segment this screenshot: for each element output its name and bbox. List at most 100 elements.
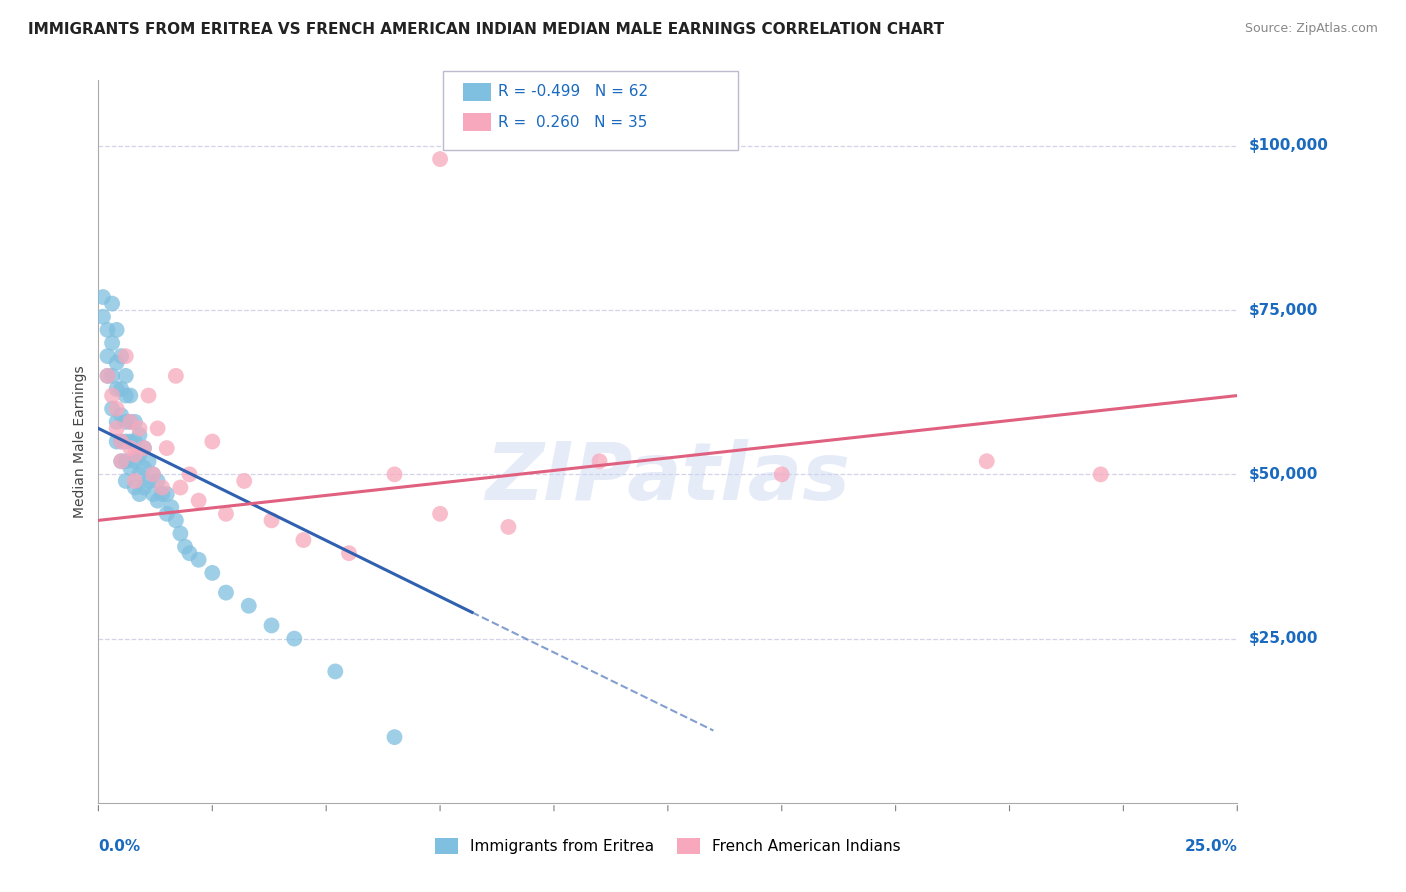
- Point: [105, 421, 128, 435]
- Text: ZIPatlas: ZIPatlas: [485, 439, 851, 516]
- Point: [105, 434, 128, 449]
- Point: [215, 585, 238, 599]
- Point: [179, 546, 201, 560]
- Point: [101, 388, 124, 402]
- Point: [124, 434, 146, 449]
- Point: [233, 474, 256, 488]
- Point: [160, 500, 183, 515]
- Point: [260, 618, 283, 632]
- Point: [96, 349, 118, 363]
- Point: [588, 454, 610, 468]
- Point: [337, 546, 360, 560]
- Point: [976, 454, 998, 468]
- Point: [1090, 467, 1112, 482]
- Point: [128, 487, 150, 501]
- Text: $75,000: $75,000: [1249, 302, 1317, 318]
- Point: [120, 415, 142, 429]
- Point: [283, 632, 305, 646]
- Point: [91, 310, 114, 324]
- Text: $50,000: $50,000: [1249, 467, 1317, 482]
- Point: [238, 599, 260, 613]
- Text: R =  0.260   N = 35: R = 0.260 N = 35: [498, 115, 647, 129]
- Point: [110, 454, 132, 468]
- Point: [114, 454, 136, 468]
- Point: [165, 368, 187, 383]
- Point: [179, 467, 201, 482]
- Point: [101, 336, 124, 351]
- Point: [101, 401, 124, 416]
- Point: [91, 290, 114, 304]
- Point: [132, 441, 155, 455]
- Point: [142, 487, 165, 501]
- Point: [384, 467, 406, 482]
- Point: [96, 368, 118, 383]
- Point: [292, 533, 315, 547]
- Text: $25,000: $25,000: [1249, 632, 1317, 646]
- Point: [174, 540, 197, 554]
- Point: [156, 507, 179, 521]
- Point: [150, 481, 173, 495]
- Point: [146, 474, 169, 488]
- Point: [429, 507, 451, 521]
- Point: [169, 481, 191, 495]
- Point: [770, 467, 793, 482]
- Legend: Immigrants from Eritrea, French American Indians: Immigrants from Eritrea, French American…: [429, 832, 907, 860]
- Point: [124, 415, 146, 429]
- Point: [105, 415, 128, 429]
- Point: [105, 356, 128, 370]
- Point: [124, 454, 146, 468]
- Point: [156, 441, 179, 455]
- Point: [132, 460, 155, 475]
- Point: [120, 460, 142, 475]
- Point: [114, 388, 136, 402]
- Point: [120, 388, 142, 402]
- Point: [114, 349, 136, 363]
- Point: [110, 454, 132, 468]
- Point: [156, 487, 179, 501]
- Text: Source: ZipAtlas.com: Source: ZipAtlas.com: [1244, 22, 1378, 36]
- Point: [201, 566, 224, 580]
- Text: $100,000: $100,000: [1249, 138, 1329, 153]
- Point: [114, 415, 136, 429]
- Point: [429, 152, 451, 166]
- Point: [128, 467, 150, 482]
- Point: [323, 665, 346, 679]
- Point: [142, 467, 165, 482]
- Point: [132, 481, 155, 495]
- Point: [498, 520, 520, 534]
- Point: [201, 434, 224, 449]
- Point: [114, 368, 136, 383]
- Point: [110, 409, 132, 423]
- Point: [124, 474, 146, 488]
- Point: [165, 513, 187, 527]
- Point: [105, 382, 128, 396]
- Point: [187, 493, 209, 508]
- Point: [138, 474, 160, 488]
- Y-axis label: Median Male Earnings: Median Male Earnings: [73, 365, 87, 518]
- Point: [105, 401, 128, 416]
- Point: [120, 434, 142, 449]
- Point: [128, 421, 150, 435]
- Text: 0.0%: 0.0%: [98, 838, 141, 854]
- Point: [124, 481, 146, 495]
- Point: [138, 388, 160, 402]
- Point: [105, 323, 128, 337]
- Point: [128, 448, 150, 462]
- Point: [96, 368, 118, 383]
- Point: [215, 507, 238, 521]
- Point: [150, 487, 173, 501]
- Point: [132, 441, 155, 455]
- Point: [384, 730, 406, 744]
- Point: [96, 323, 118, 337]
- Text: IMMIGRANTS FROM ERITREA VS FRENCH AMERICAN INDIAN MEDIAN MALE EARNINGS CORRELATI: IMMIGRANTS FROM ERITREA VS FRENCH AMERIC…: [28, 22, 945, 37]
- Point: [110, 434, 132, 449]
- Point: [187, 553, 209, 567]
- Point: [114, 474, 136, 488]
- Point: [260, 513, 283, 527]
- Point: [128, 428, 150, 442]
- Point: [120, 415, 142, 429]
- Point: [169, 526, 191, 541]
- Point: [120, 441, 142, 455]
- Text: 25.0%: 25.0%: [1184, 838, 1237, 854]
- Point: [110, 382, 132, 396]
